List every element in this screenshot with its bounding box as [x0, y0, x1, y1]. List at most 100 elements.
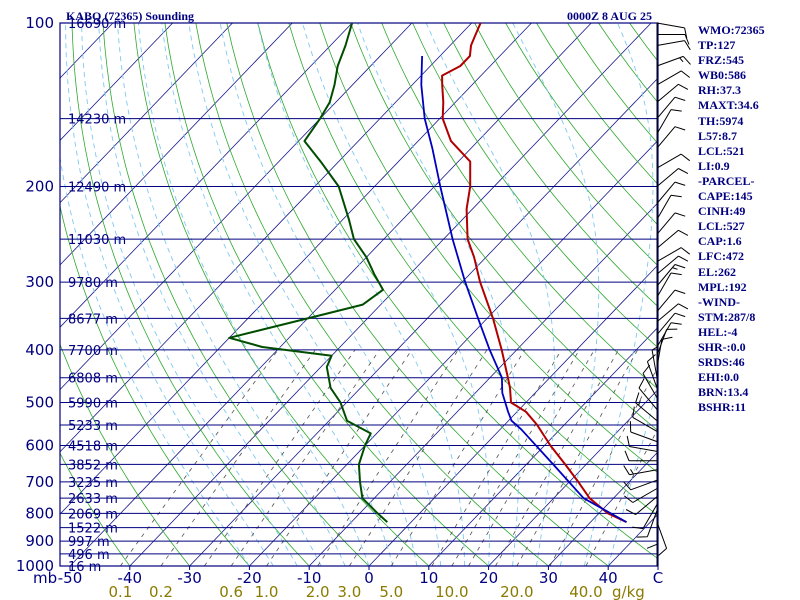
isotherm-line	[60, 23, 532, 515]
wind-barb	[656, 168, 689, 187]
wind-barb	[642, 364, 658, 399]
height-label: 12490 m	[68, 180, 126, 195]
height-label: 9780 m	[68, 276, 118, 291]
pressure-tick-label: 1000	[16, 557, 54, 575]
temperature-tick-label: -50	[58, 569, 83, 587]
wind-barb	[656, 126, 686, 149]
wind-barb	[623, 488, 658, 503]
wind-barb	[623, 465, 658, 476]
height-label: 2069 m	[68, 507, 118, 522]
isotherm-line	[60, 23, 173, 141]
index-item: LCL:521	[698, 143, 745, 158]
isotherm-line	[189, 77, 658, 566]
wind-barb	[651, 346, 658, 378]
mixing-ratio-line	[495, 349, 619, 566]
wind-barb	[656, 336, 673, 368]
mixing-ratio-line	[317, 349, 459, 566]
index-item: L57:8.7	[698, 128, 737, 143]
index-item: EHI:0.0	[698, 370, 740, 385]
wind-barb	[629, 421, 658, 443]
parcel-trace	[420, 55, 627, 523]
wind-barb	[656, 70, 691, 86]
wind-barb	[656, 22, 688, 39]
isotherm-line	[308, 202, 658, 566]
wind-barb	[656, 194, 682, 220]
pressure-tick-label: 400	[25, 341, 54, 359]
height-label: 4518 m	[68, 440, 118, 455]
mixing-ratio-label: 3.0	[337, 583, 361, 600]
stability-index-panel: WMO:72365 TP:127 FRZ:545 WB0:586 RH:37.3 MAXT…	[698, 23, 798, 415]
wind-barb	[657, 34, 690, 45]
index-item: LCL:527	[698, 219, 745, 234]
wind-barb	[646, 354, 658, 389]
index-item: FRZ:545	[698, 53, 744, 68]
temperature-tick-label: 30	[539, 569, 558, 587]
wind-barb	[656, 322, 682, 348]
wind-barb	[656, 83, 689, 103]
temperature-tick-label: -40	[118, 569, 143, 587]
height-label: 6808 m	[68, 372, 118, 387]
temperature-tick-label: 10	[419, 569, 438, 587]
height-label: 7700 m	[68, 344, 118, 359]
index-item: HEL:-4	[698, 324, 738, 339]
wind-barb	[638, 378, 658, 410]
mixing-ratio-label: 0.2	[149, 583, 173, 600]
index-item: CINH:49	[698, 204, 746, 219]
temperature-tick-label: 0	[364, 569, 374, 587]
height-label: 11030 m	[68, 233, 126, 248]
isotherm-line	[60, 23, 293, 266]
mixing-ratio-label: 5.0	[379, 583, 403, 600]
mixing-ratio-label: 2.0	[306, 583, 330, 600]
plot-frame	[59, 22, 659, 567]
index-item: RH:37.3	[698, 83, 741, 98]
pressure-tick-label: 600	[25, 437, 54, 455]
index-item: MPL:192	[698, 279, 747, 294]
wind-barb	[632, 504, 658, 530]
isotherm-line	[60, 23, 353, 328]
wind-barb	[624, 450, 657, 462]
height-label: 16690 m	[68, 17, 126, 32]
isotherm-line	[60, 23, 413, 391]
wind-barb	[656, 521, 668, 556]
mixing-ratio-line	[390, 349, 526, 566]
mixing-ratio-label: 20.0	[500, 583, 533, 600]
mixing-ratio-line	[230, 349, 380, 566]
index-item: BSHR:11	[698, 400, 747, 415]
index-item: LI:0.9	[698, 158, 730, 173]
index-item: WMO:72365	[698, 23, 765, 37]
mixing-ratio-label: 0.1	[108, 583, 132, 600]
height-label: 5990 m	[68, 397, 118, 412]
height-label: 1522 m	[68, 522, 118, 537]
pressure-tick-label: 100	[25, 14, 54, 32]
height-label: 16 m	[68, 560, 101, 575]
wind-barb	[656, 272, 682, 298]
mixing-ratio-line	[468, 349, 595, 566]
index-item: WB0:586	[698, 68, 746, 83]
pressure-tick-label: 800	[25, 504, 54, 522]
wind-barb	[632, 406, 658, 432]
wind-barb	[656, 289, 686, 312]
pressure-tick-label: 900	[25, 532, 54, 550]
isotherm-line	[60, 23, 233, 204]
dewpoint-trace	[228, 23, 388, 523]
wind-barb	[656, 255, 689, 275]
index-item: -WIND-	[698, 294, 740, 309]
wind-barb	[626, 435, 658, 452]
index-item: TP:127	[698, 38, 736, 53]
index-item: EL:262	[698, 264, 737, 279]
wind-barb	[656, 153, 691, 169]
temperature-tick-label: -20	[237, 569, 262, 587]
pressure-tick-label: 700	[25, 473, 54, 491]
sounding-traces	[228, 23, 627, 524]
isotherm-line	[249, 139, 658, 566]
wind-barb	[656, 264, 686, 287]
wind-barb	[656, 212, 686, 235]
index-item: MAXT:34.6	[698, 98, 759, 113]
sounding-time: 0000Z 8 AUG 25	[567, 9, 652, 23]
temperature-tick-label: -10	[297, 569, 322, 587]
index-item: -PARCEL-	[698, 173, 755, 188]
isobar-grid	[59, 22, 659, 567]
isotherm-line	[428, 326, 658, 566]
wind-barb	[656, 55, 691, 67]
